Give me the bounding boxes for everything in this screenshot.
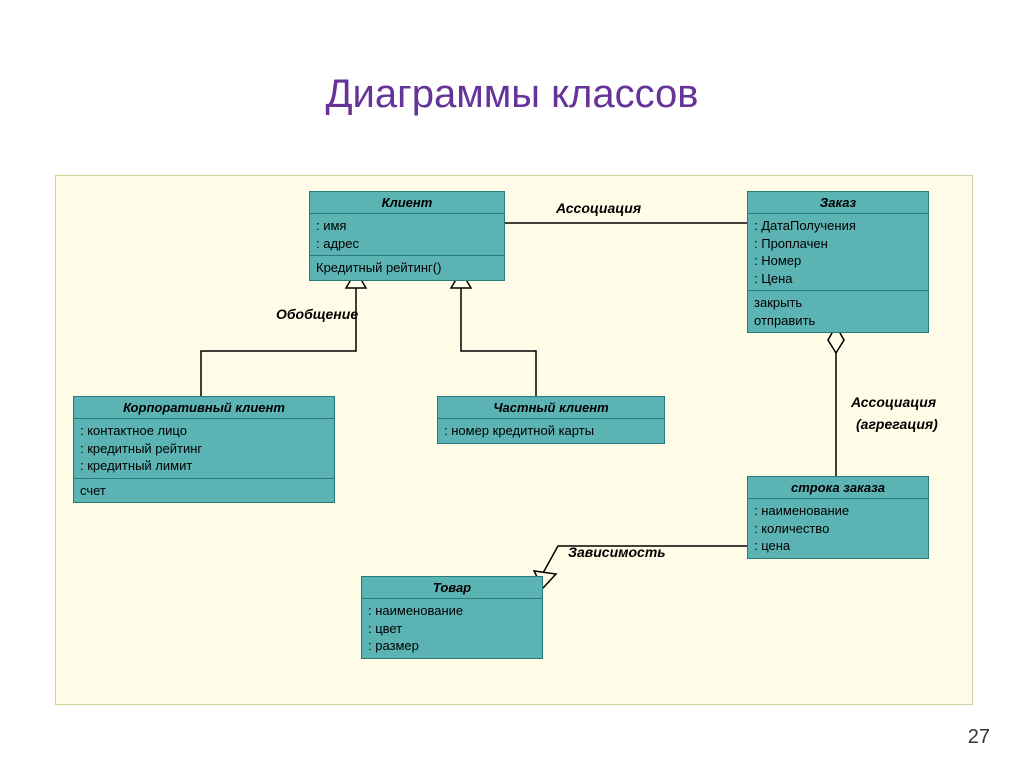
attribute: : Номер (754, 252, 922, 270)
attribute: : наименование (754, 502, 922, 520)
attribute: : кредитный лимит (80, 457, 328, 475)
attribute: : Цена (754, 270, 922, 288)
class-private-client: Частный клиент : номер кредитной карты (437, 396, 665, 444)
operation: Кредитный рейтинг() (316, 259, 498, 277)
class-name: Заказ (748, 192, 928, 214)
page-number: 27 (968, 726, 990, 749)
edge-label-association: Ассоциация (556, 200, 641, 216)
operations-section: закрыть отправить (748, 291, 928, 332)
edge-label-dependency: Зависимость (568, 544, 666, 560)
class-corp-client: Корпоративный клиент : контактное лицо :… (73, 396, 335, 503)
class-name: строка заказа (748, 477, 928, 499)
attribute: : имя (316, 217, 498, 235)
class-order-line: строка заказа : наименование : количеств… (747, 476, 929, 559)
attribute: : номер кредитной карты (444, 422, 658, 440)
operation: закрыть (754, 294, 922, 312)
attribute: : ДатаПолучения (754, 217, 922, 235)
attribute: : кредитный рейтинг (80, 440, 328, 458)
class-name: Корпоративный клиент (74, 397, 334, 419)
class-product: Товар : наименование : цвет : размер (361, 576, 543, 659)
attributes-section: : имя : адрес (310, 214, 504, 256)
edge-label-generalization: Обобщение (276, 306, 358, 322)
operations-section: Кредитный рейтинг() (310, 256, 504, 280)
operation: счет (80, 482, 328, 500)
diagram-canvas: Клиент : имя : адрес Кредитный рейтинг()… (55, 175, 973, 705)
attributes-section: : контактное лицо : кредитный рейтинг : … (74, 419, 334, 479)
attribute: : количество (754, 520, 922, 538)
operations-section: счет (74, 479, 334, 503)
class-name: Частный клиент (438, 397, 664, 419)
attribute: : адрес (316, 235, 498, 253)
class-name: Товар (362, 577, 542, 599)
edge-label-aggregation2: (агрегация) (856, 416, 938, 432)
attribute: : наименование (368, 602, 536, 620)
operation: отправить (754, 312, 922, 330)
attribute: : цвет (368, 620, 536, 638)
attribute: : контактное лицо (80, 422, 328, 440)
attribute: : Проплачен (754, 235, 922, 253)
class-client: Клиент : имя : адрес Кредитный рейтинг() (309, 191, 505, 281)
attributes-section: : ДатаПолучения : Проплачен : Номер : Це… (748, 214, 928, 291)
edge-label-aggregation: Ассоциация (851, 394, 936, 410)
attribute: : цена (754, 537, 922, 555)
class-order: Заказ : ДатаПолучения : Проплачен : Номе… (747, 191, 929, 333)
class-name: Клиент (310, 192, 504, 214)
attribute: : размер (368, 637, 536, 655)
attributes-section: : наименование : цвет : размер (362, 599, 542, 658)
page-title: Диаграммы классов (0, 0, 1024, 117)
attributes-section: : номер кредитной карты (438, 419, 664, 443)
attributes-section: : наименование : количество : цена (748, 499, 928, 558)
